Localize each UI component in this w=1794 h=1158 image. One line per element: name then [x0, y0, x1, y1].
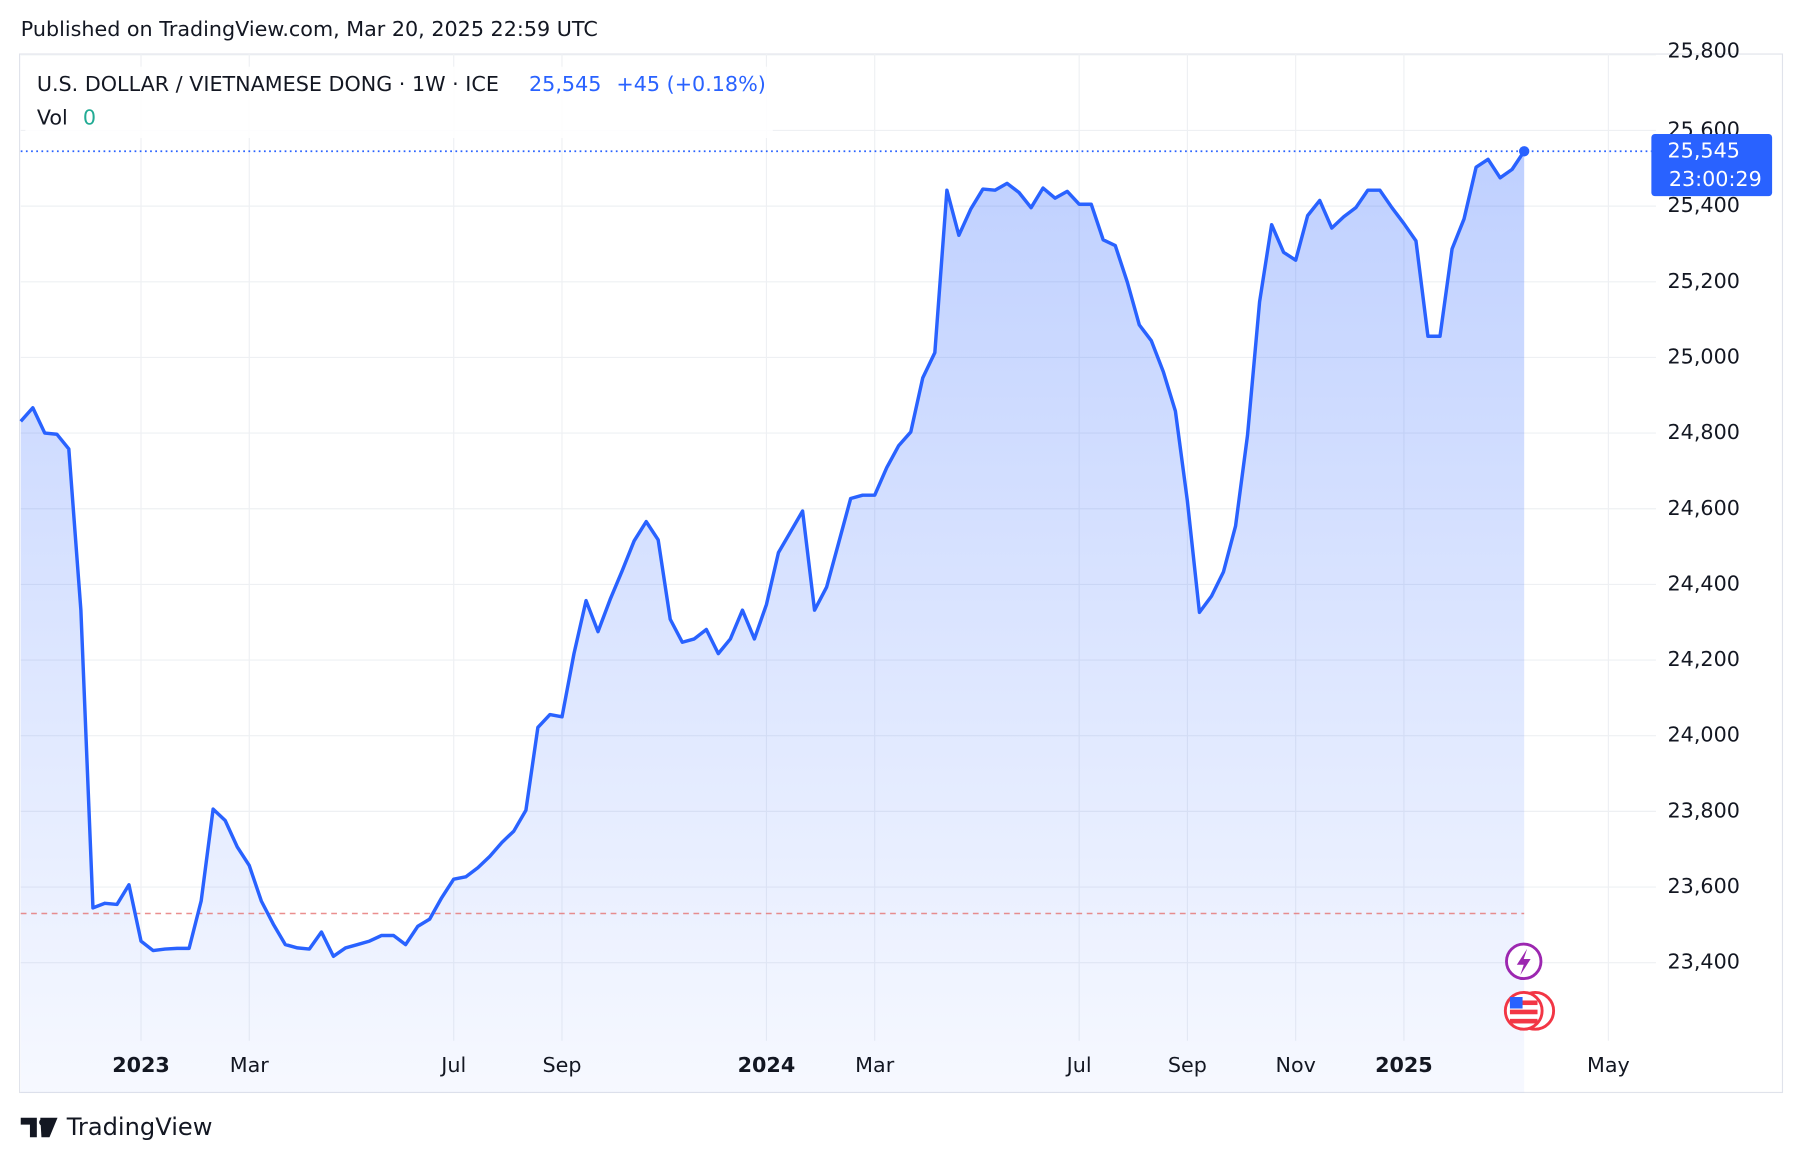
legend-header: U.S. DOLLAR / VIETNAMESE DONG · 1W · ICE… — [25, 66, 773, 138]
y-tick-label: 25,800 — [1668, 39, 1740, 63]
y-tick-label: 25,400 — [1668, 193, 1740, 217]
x-tick-label: May — [1587, 1053, 1630, 1077]
area-fill — [20, 151, 1525, 1093]
countdown: 23:00:29 — [1669, 167, 1762, 191]
y-tick-label: 23,800 — [1668, 798, 1740, 822]
axes-layer: 23,400 23,600 23,800 24,000 24,200 24,400 24,6… — [112, 39, 1773, 1077]
x-tick-label: Mar — [855, 1053, 895, 1077]
price-line — [19, 150, 1526, 959]
last-price: 25,545 — [529, 72, 601, 96]
event-icons — [1503, 942, 1556, 1031]
flag-stripe — [1509, 1018, 1538, 1024]
y-tick-label: 23,400 — [1668, 950, 1740, 974]
chart-title: U.S. DOLLAR / VIETNAMESE DONG · 1W · ICE — [37, 72, 499, 96]
last-point — [1519, 146, 1530, 157]
x-tick-label: Sep — [1168, 1053, 1207, 1077]
logo-dot — [39, 1118, 47, 1126]
chart-frame — [19, 53, 1784, 1094]
x-tick-label: Mar — [230, 1053, 270, 1077]
x-tick-label: Jul — [1065, 1053, 1092, 1077]
y-tick-label: 23,600 — [1668, 874, 1740, 898]
x-tick-label: 2024 — [738, 1053, 796, 1077]
published-note: Published on TradingView.com, Mar 20, 20… — [21, 17, 598, 41]
x-tick-label: 2025 — [1375, 1053, 1433, 1077]
volume-label: Vol — [37, 105, 68, 129]
flag-canton — [1509, 997, 1523, 1009]
x-tick-label: Sep — [542, 1053, 581, 1077]
brand-name: TradingView — [66, 1113, 213, 1141]
x-tick-label: Nov — [1275, 1053, 1315, 1077]
volume-value: 0 — [83, 105, 96, 129]
y-tick-label: 25,200 — [1668, 269, 1740, 293]
lightning-icon — [1516, 948, 1531, 976]
header-bg — [25, 66, 773, 138]
price-change: +45 (+0.18%) — [616, 72, 765, 96]
y-tick-label: 24,800 — [1668, 420, 1740, 444]
plot-layer — [19, 146, 1652, 1093]
brand-logo: TradingView — [20, 1113, 213, 1141]
x-tick-label: Jul — [439, 1053, 466, 1077]
x-tick-label: 2023 — [112, 1053, 170, 1077]
flag-stripe — [1509, 1009, 1538, 1015]
y-tick-label: 24,000 — [1668, 723, 1740, 747]
y-tick-label: 25,000 — [1668, 344, 1740, 368]
price-tag-value: 25,545 — [1668, 138, 1740, 162]
flag-stripe — [1509, 1000, 1538, 1006]
y-tick-label: 24,200 — [1668, 647, 1740, 671]
y-tick-label: 24,600 — [1668, 496, 1740, 520]
logo-mark — [20, 1117, 58, 1138]
price-tag — [1651, 134, 1773, 197]
y-tick-label: 24,400 — [1668, 571, 1740, 595]
